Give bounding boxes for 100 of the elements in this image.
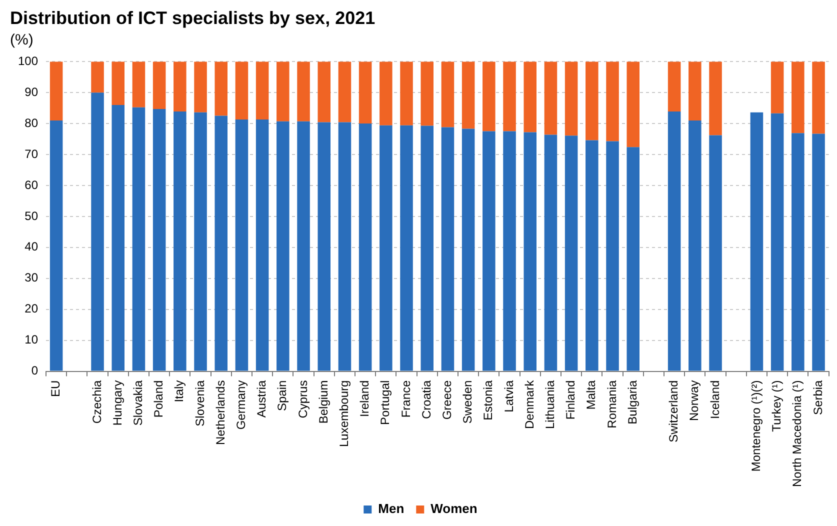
y-tick-label: 90	[24, 84, 38, 99]
x-tick-label: Austria	[254, 380, 269, 418]
x-tick-label: Czechia	[90, 380, 104, 424]
x-tick-label: Ireland	[358, 380, 372, 417]
bar	[276, 121, 290, 371]
bar	[358, 62, 372, 124]
bar	[132, 62, 146, 108]
x-tick-label: Switzerland	[666, 380, 681, 442]
x-tick-label: Germany	[234, 380, 248, 430]
bar	[276, 62, 290, 122]
bar	[441, 127, 454, 371]
bar	[297, 62, 310, 122]
bar	[770, 113, 784, 371]
bar	[132, 107, 146, 371]
bar	[564, 62, 578, 136]
bar	[235, 120, 248, 371]
x-tick-label: EU	[48, 380, 63, 397]
bar	[91, 92, 104, 371]
bar	[338, 62, 352, 122]
bar	[112, 104, 125, 371]
x-tick-label: Greece	[440, 380, 454, 420]
x-tick-label: North Macedonia (¹)	[790, 380, 804, 488]
bar	[214, 62, 228, 116]
x-tick-label: Denmark	[522, 379, 536, 429]
bar	[503, 131, 516, 371]
bar	[668, 111, 681, 371]
x-tick-label: Norway	[687, 380, 702, 421]
bar	[812, 62, 825, 134]
bar	[564, 136, 578, 371]
bar	[441, 62, 454, 128]
x-tick-label: Estonia	[481, 380, 496, 420]
bar	[792, 133, 804, 371]
bar	[462, 128, 475, 371]
bar	[586, 140, 598, 371]
bar	[152, 62, 166, 109]
x-tick-label: Serbia	[810, 380, 825, 415]
x-tick-label: Italy	[172, 380, 186, 402]
y-tick-label: 0	[31, 364, 38, 378]
bar	[256, 62, 269, 120]
x-tick-label: Latvia	[502, 380, 516, 412]
x-tick-label: Belgium	[316, 380, 330, 424]
y-tick-label: 20	[24, 302, 38, 316]
x-tick-label: Netherlands	[213, 380, 228, 446]
bar	[50, 62, 63, 120]
x-tick-label: Portugal	[378, 380, 392, 425]
bar	[358, 124, 372, 371]
bar	[174, 111, 186, 371]
x-tick-label: Croatia	[419, 380, 434, 419]
bar	[688, 120, 702, 371]
y-tick-label: 80	[24, 116, 38, 130]
bar	[626, 147, 640, 371]
bar	[544, 134, 558, 371]
bar	[380, 62, 392, 126]
bar	[400, 62, 413, 126]
bar	[462, 62, 475, 129]
x-tick-label: Lithuania	[543, 380, 558, 430]
bar	[112, 62, 125, 105]
x-tick-label: Finland	[564, 380, 578, 420]
x-tick-label: Slovenia	[192, 380, 207, 426]
bar	[420, 126, 434, 371]
bar	[524, 132, 537, 371]
x-tick-label: Spain	[275, 380, 290, 411]
bar	[380, 125, 392, 371]
bar	[318, 122, 331, 371]
y-tick-label: 10	[24, 332, 38, 347]
bar	[770, 62, 784, 114]
x-tick-label: Montenegro (¹)(²)	[749, 380, 764, 472]
x-tick-label: Malta	[584, 380, 598, 410]
bar	[152, 108, 166, 371]
bar	[338, 122, 352, 371]
x-tick-label: Sweden	[460, 380, 475, 424]
y-tick-label: 100	[18, 54, 38, 68]
bar	[709, 62, 722, 136]
bar	[709, 135, 722, 371]
bar	[688, 62, 702, 120]
x-tick-label: Poland	[152, 380, 166, 418]
x-tick-label: Turkey (¹)	[770, 380, 784, 432]
y-tick-label: 30	[24, 270, 38, 285]
y-tick-label: 40	[24, 240, 38, 254]
bar	[256, 120, 269, 371]
x-tick-label: Romania	[604, 380, 619, 428]
bar	[50, 120, 63, 371]
x-tick-label: Bulgaria	[625, 380, 640, 424]
bar	[812, 134, 825, 371]
bar	[606, 62, 619, 142]
bar	[235, 62, 248, 120]
bar	[524, 62, 537, 132]
legend-label: Women	[430, 501, 478, 516]
bar	[174, 62, 186, 112]
y-tick-label: 60	[24, 178, 38, 192]
bar	[91, 62, 104, 93]
bar	[482, 62, 496, 132]
x-tick-label: Luxembourg	[337, 380, 352, 448]
bar	[400, 125, 413, 371]
bar	[194, 112, 207, 371]
chart-title: Distribution of ICT specialists by sex, 2021	[10, 8, 376, 28]
y-tick-label: 70	[24, 146, 38, 161]
x-tick-label: France	[398, 380, 413, 418]
bar	[482, 131, 496, 371]
bar	[750, 112, 764, 371]
